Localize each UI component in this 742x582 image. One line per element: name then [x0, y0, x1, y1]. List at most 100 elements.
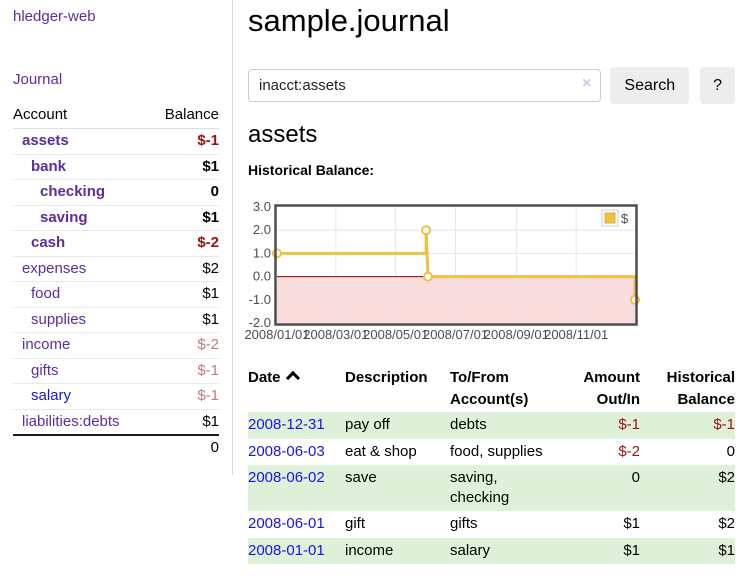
svg-text:2008/01/01: 2008/01/01 [244, 327, 309, 342]
transaction-amount: $-2 [618, 442, 640, 460]
register-row: 2008-01-01 income salary $1 $1 [248, 537, 735, 564]
description-column-header: Description [345, 368, 428, 386]
transaction-balance: $2 [718, 515, 735, 533]
account-link-expenses[interactable]: expenses [22, 259, 87, 277]
accounts-column-header: To/From Account(s) [450, 368, 529, 408]
date-column-header[interactable]: Date [248, 365, 345, 413]
account-row-checking: checking 0 [13, 179, 219, 206]
account-row-food: food $1 [13, 281, 219, 308]
main-content: sample.journal × Search ? assets Histori… [233, 0, 742, 582]
help-button[interactable]: ? [700, 67, 735, 105]
transaction-amount: $1 [623, 541, 640, 559]
transaction-description: eat & shop [345, 442, 417, 460]
svg-text:2008/09/01: 2008/09/01 [484, 327, 549, 342]
balance-column-header: Historical Balance [666, 368, 735, 408]
account-link-supplies[interactable]: supplies [31, 310, 87, 328]
transaction-accounts: salary [450, 541, 491, 559]
transaction-accounts: debts [450, 416, 487, 434]
svg-text:2008/07/01: 2008/07/01 [423, 327, 488, 342]
account-row-salary: salary $-1 [13, 383, 219, 410]
account-link-liabilities-debts[interactable]: liabilities:debts [22, 412, 120, 430]
account-balance: $2 [149, 256, 219, 282]
account-row-supplies: supplies $1 [13, 307, 219, 333]
search-button[interactable]: Search [610, 67, 690, 105]
account-link-assets[interactable]: assets [22, 132, 69, 149]
transaction-accounts: saving, checking [450, 468, 510, 507]
account-title: assets [248, 121, 318, 149]
account-row-expenses: expenses $2 [13, 256, 219, 282]
accounts-table-header: Account Balance [13, 104, 219, 129]
svg-text:0.0: 0.0 [253, 268, 271, 283]
transaction-date-link[interactable]: 2008-06-01 [248, 515, 325, 533]
transaction-description: gift [345, 515, 366, 533]
register-row: 2008-06-02 save saving, checking 0 $2 [248, 464, 735, 512]
register-row: 2008-12-31 pay off debts $-1 $-1 [248, 412, 735, 439]
transaction-accounts: food, supplies [450, 442, 543, 460]
account-link-cash[interactable]: cash [31, 234, 66, 251]
account-link-food[interactable]: food [31, 285, 61, 302]
sort-ascending-icon [285, 370, 300, 385]
transaction-date-link[interactable]: 2008-06-02 [248, 468, 325, 486]
account-row-gifts: gifts $-1 [13, 358, 219, 384]
account-row-assets: assets $-1 [13, 128, 219, 155]
account-row-bank: bank $1 [13, 154, 219, 180]
account-balance: $1 [149, 281, 219, 308]
transaction-date-link[interactable]: 2008-06-03 [248, 442, 325, 460]
svg-text:$: $ [621, 211, 629, 226]
transaction-description: income [345, 541, 394, 559]
svg-text:3.0: 3.0 [253, 200, 271, 214]
page-title: sample.journal [248, 3, 450, 38]
transaction-description: pay off [345, 416, 390, 434]
account-row-income: income $-2 [13, 332, 219, 359]
account-balance: $-2 [149, 230, 219, 257]
account-balance: $1 [149, 307, 219, 333]
transaction-amount: $1 [623, 515, 640, 533]
svg-text:-1.0: -1.0 [249, 292, 271, 307]
account-balance: $1 [149, 409, 219, 436]
balance-column-header: Balance [149, 104, 219, 129]
account-column-header: Account [13, 104, 150, 129]
accounts-total-row: 0 [13, 434, 219, 461]
svg-text:1.0: 1.0 [253, 245, 271, 260]
svg-text:2008/05/01: 2008/05/01 [363, 327, 428, 342]
register-table: Date Description To/From Account(s) Amou… [248, 365, 735, 564]
svg-text:2.0: 2.0 [253, 222, 271, 237]
transaction-amount: $-1 [618, 416, 640, 434]
account-row-liabilities-debts: liabilities:debts $1 [13, 409, 219, 436]
account-row-saving: saving $1 [13, 205, 219, 231]
transaction-balance: $-1 [713, 416, 735, 434]
account-balance: $-2 [149, 332, 219, 359]
account-link-saving[interactable]: saving [40, 208, 88, 226]
transaction-date-link[interactable]: 2008-01-01 [248, 541, 325, 559]
account-link-income[interactable]: income [22, 336, 71, 353]
clear-search-icon[interactable]: × [582, 75, 592, 93]
account-link-salary[interactable]: salary [31, 387, 72, 404]
svg-text:-2.0: -2.0 [249, 315, 271, 330]
sidebar: hledger-web Journal Account Balance asse… [0, 0, 233, 475]
accounts-total-value: 0 [149, 434, 219, 461]
transaction-balance: $1 [718, 541, 735, 559]
chart-title: Historical Balance: [248, 161, 375, 178]
transaction-date-link[interactable]: 2008-12-31 [248, 416, 325, 434]
register-row: 2008-06-01 gift gifts $1 $2 [248, 511, 735, 537]
account-balance: 0 [149, 179, 219, 206]
search-form: × Search ? [248, 67, 735, 105]
register-header-row: Date Description To/From Account(s) Amou… [248, 365, 735, 413]
account-link-bank[interactable]: bank [31, 157, 67, 175]
sidebar-item-journal[interactable]: Journal [13, 71, 63, 88]
search-input[interactable] [248, 69, 602, 103]
account-balance: $1 [149, 154, 219, 180]
account-balance: $1 [149, 205, 219, 231]
account-link-gifts[interactable]: gifts [31, 361, 59, 379]
transaction-accounts: gifts [450, 515, 478, 533]
brand-link[interactable]: hledger-web [13, 8, 96, 25]
accounts-table: Account Balance assets $-1 bank $1 check… [13, 104, 219, 461]
transaction-description: save [345, 468, 377, 486]
account-balance: $-1 [149, 128, 219, 155]
account-link-checking[interactable]: checking [40, 183, 106, 200]
register-row: 2008-06-03 eat & shop food, supplies $-2… [248, 439, 735, 465]
historical-balance-chart: 3.0 2.0 1.0 0.0 -1.0 -2.02008/01/012008/03/01… [244, 200, 640, 342]
amount-column-header: Amount Out/In [583, 368, 640, 408]
account-balance: $-1 [149, 383, 219, 410]
